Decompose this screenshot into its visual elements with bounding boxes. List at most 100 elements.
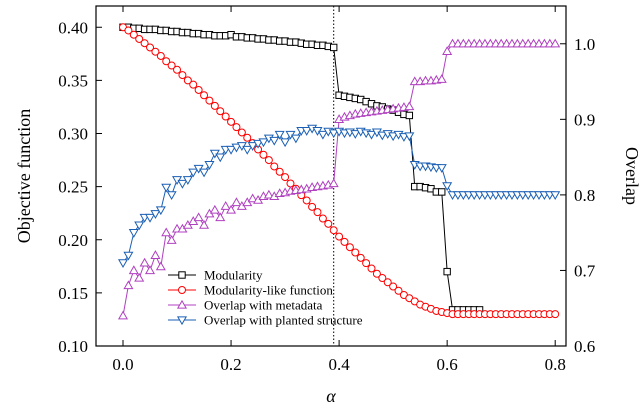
series-3 (117, 124, 561, 269)
data-point (117, 310, 129, 320)
data-point (404, 132, 415, 142)
y-right-tick-label: 1.0 (574, 35, 595, 54)
data-point (123, 251, 134, 261)
data-point (129, 30, 138, 39)
x-tick-label: 0.8 (545, 355, 566, 374)
y-left-tick-label: 0.20 (58, 231, 88, 250)
data-point (167, 61, 176, 70)
data-point (253, 139, 264, 149)
y-left-tick-label: 0.40 (58, 18, 88, 37)
series-2 (117, 38, 561, 320)
data-point (226, 145, 237, 155)
data-point (221, 112, 230, 121)
data-point (318, 214, 327, 223)
data-point (367, 264, 376, 273)
data-point (329, 226, 338, 235)
data-point (216, 107, 225, 116)
data-point (134, 221, 145, 231)
data-point (377, 131, 388, 141)
data-point (220, 201, 231, 210)
legend-label: Modularity (204, 268, 263, 283)
data-point (405, 111, 414, 120)
data-point (340, 237, 349, 246)
data-point (204, 161, 215, 170)
x-axis-label: α (326, 386, 336, 406)
data-point (442, 46, 453, 55)
data-point (231, 197, 242, 207)
data-point (237, 128, 246, 137)
data-point (242, 145, 253, 155)
data-point (345, 243, 354, 252)
y-axis-right-label: Overlap (622, 147, 642, 205)
data-point (551, 310, 560, 319)
data-point (189, 80, 198, 89)
legend-marker (176, 299, 188, 309)
data-point (356, 253, 365, 262)
data-point (317, 130, 328, 140)
data-point (372, 269, 381, 278)
data-point (156, 51, 165, 60)
legend-label: Overlap with metadata (204, 298, 323, 313)
data-point (162, 57, 171, 66)
data-point (302, 196, 311, 205)
data-point (263, 189, 274, 199)
data-point (366, 130, 377, 140)
data-point (443, 267, 451, 276)
x-tick-label: 0.6 (437, 355, 458, 374)
data-point (193, 212, 204, 222)
data-point (259, 150, 268, 159)
data-point (436, 74, 447, 83)
data-point (139, 257, 150, 267)
data-point (275, 167, 284, 176)
data-point (231, 143, 242, 153)
data-point (210, 101, 219, 110)
x-tick-label: 0.4 (328, 355, 350, 374)
data-point (117, 259, 129, 269)
data-point (328, 129, 339, 139)
data-point (151, 47, 160, 56)
data-point (155, 206, 166, 216)
data-point (394, 286, 403, 295)
data-point (146, 43, 155, 52)
data-point (313, 208, 322, 217)
data-point (442, 182, 453, 191)
y-axis-left-label: Objective function (14, 109, 34, 243)
data-point (404, 101, 415, 111)
data-point (264, 156, 273, 165)
data-point (383, 278, 392, 287)
data-point (178, 71, 187, 80)
data-point (150, 210, 161, 219)
data-point (330, 43, 338, 52)
data-point (215, 212, 226, 222)
data-point (124, 26, 133, 35)
data-point (161, 183, 172, 193)
data-point (270, 162, 279, 171)
data-point (324, 219, 333, 228)
data-point (301, 127, 312, 136)
data-point (145, 213, 156, 223)
data-point (258, 138, 269, 148)
data-point (290, 134, 301, 144)
y-right-tick-label: 0.9 (574, 110, 595, 129)
data-point (183, 76, 192, 85)
x-tick-label: 0.2 (220, 355, 241, 374)
data-point (243, 133, 252, 142)
plot-border (95, 5, 567, 347)
legend-marker (176, 316, 188, 326)
data-point (199, 219, 210, 229)
series-line (122, 26, 556, 315)
legend-label: Modularity-like function (204, 283, 333, 298)
data-point (438, 188, 446, 196)
data-point (135, 34, 144, 43)
data-point (205, 96, 214, 105)
data-point (232, 123, 241, 132)
y-left-tick-label: 0.30 (58, 125, 88, 144)
y-left-tick-label: 0.10 (58, 337, 88, 356)
y-right-tick-label: 0.8 (574, 186, 595, 205)
series-1 (119, 23, 560, 319)
legend-label: Overlap with planted structure (204, 313, 363, 328)
data-point (226, 204, 237, 214)
data-point (123, 280, 134, 290)
